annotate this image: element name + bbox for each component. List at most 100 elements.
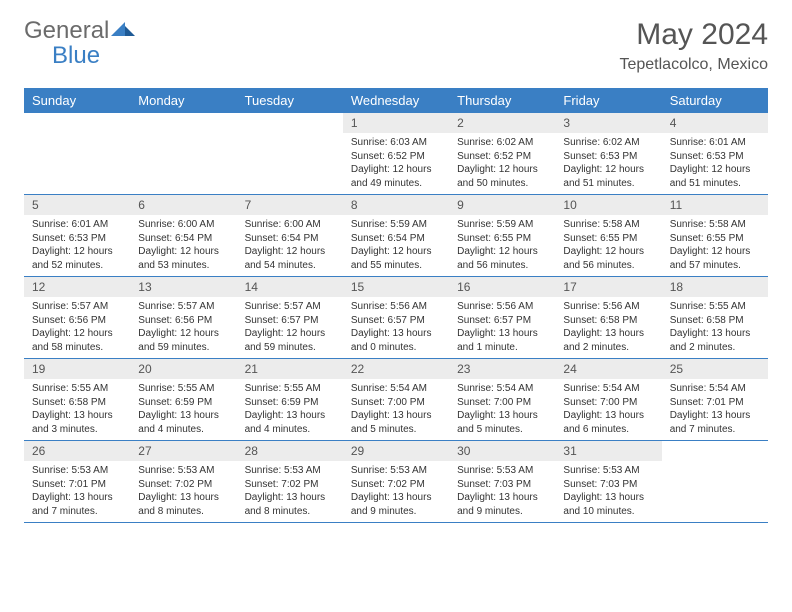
calendar-body: ......1Sunrise: 6:03 AMSunset: 6:52 PMDa… bbox=[24, 113, 768, 523]
calendar-day: 25Sunrise: 5:54 AMSunset: 7:01 PMDayligh… bbox=[662, 359, 768, 441]
calendar-day: .. bbox=[237, 113, 343, 195]
calendar-day: 3Sunrise: 6:02 AMSunset: 6:53 PMDaylight… bbox=[555, 113, 661, 195]
day-details: Sunrise: 6:01 AMSunset: 6:53 PMDaylight:… bbox=[662, 133, 768, 194]
weekday-header: Saturday bbox=[662, 88, 768, 113]
calendar-table: Sunday Monday Tuesday Wednesday Thursday… bbox=[24, 88, 768, 523]
calendar-day: .. bbox=[662, 441, 768, 523]
month-title: May 2024 bbox=[619, 18, 768, 52]
day-details: Sunrise: 5:55 AMSunset: 6:58 PMDaylight:… bbox=[662, 297, 768, 358]
day-details: Sunrise: 5:59 AMSunset: 6:55 PMDaylight:… bbox=[449, 215, 555, 276]
day-number: 24 bbox=[555, 359, 661, 379]
weekday-header: Sunday bbox=[24, 88, 130, 113]
calendar-day: 11Sunrise: 5:58 AMSunset: 6:55 PMDayligh… bbox=[662, 195, 768, 277]
calendar-day: 24Sunrise: 5:54 AMSunset: 7:00 PMDayligh… bbox=[555, 359, 661, 441]
day-number: 15 bbox=[343, 277, 449, 297]
day-number: 20 bbox=[130, 359, 236, 379]
day-details: Sunrise: 5:53 AMSunset: 7:03 PMDaylight:… bbox=[555, 461, 661, 522]
calendar-day: 31Sunrise: 5:53 AMSunset: 7:03 PMDayligh… bbox=[555, 441, 661, 523]
weekday-header: Thursday bbox=[449, 88, 555, 113]
calendar-day: 5Sunrise: 6:01 AMSunset: 6:53 PMDaylight… bbox=[24, 195, 130, 277]
day-details: Sunrise: 5:56 AMSunset: 6:57 PMDaylight:… bbox=[343, 297, 449, 358]
calendar-day: 15Sunrise: 5:56 AMSunset: 6:57 PMDayligh… bbox=[343, 277, 449, 359]
day-number: 25 bbox=[662, 359, 768, 379]
day-number: 7 bbox=[237, 195, 343, 215]
logo-text-2: Blue bbox=[52, 42, 100, 69]
day-details: Sunrise: 5:58 AMSunset: 6:55 PMDaylight:… bbox=[555, 215, 661, 276]
calendar-day: 7Sunrise: 6:00 AMSunset: 6:54 PMDaylight… bbox=[237, 195, 343, 277]
day-number: 17 bbox=[555, 277, 661, 297]
weekday-header: Friday bbox=[555, 88, 661, 113]
logo-icon bbox=[111, 20, 135, 38]
calendar-day: 12Sunrise: 5:57 AMSunset: 6:56 PMDayligh… bbox=[24, 277, 130, 359]
day-number: 22 bbox=[343, 359, 449, 379]
day-details: Sunrise: 6:02 AMSunset: 6:52 PMDaylight:… bbox=[449, 133, 555, 194]
calendar-day: 10Sunrise: 5:58 AMSunset: 6:55 PMDayligh… bbox=[555, 195, 661, 277]
day-number: 31 bbox=[555, 441, 661, 461]
calendar-day: 26Sunrise: 5:53 AMSunset: 7:01 PMDayligh… bbox=[24, 441, 130, 523]
day-number: 8 bbox=[343, 195, 449, 215]
calendar-day: 27Sunrise: 5:53 AMSunset: 7:02 PMDayligh… bbox=[130, 441, 236, 523]
calendar-day: 18Sunrise: 5:55 AMSunset: 6:58 PMDayligh… bbox=[662, 277, 768, 359]
calendar-day: 8Sunrise: 5:59 AMSunset: 6:54 PMDaylight… bbox=[343, 195, 449, 277]
calendar-day: 19Sunrise: 5:55 AMSunset: 6:58 PMDayligh… bbox=[24, 359, 130, 441]
day-number: 29 bbox=[343, 441, 449, 461]
calendar-day: .. bbox=[130, 113, 236, 195]
calendar-week: ......1Sunrise: 6:03 AMSunset: 6:52 PMDa… bbox=[24, 113, 768, 195]
day-number: 1 bbox=[343, 113, 449, 133]
day-number: 3 bbox=[555, 113, 661, 133]
day-details: Sunrise: 5:57 AMSunset: 6:57 PMDaylight:… bbox=[237, 297, 343, 358]
calendar-day: 6Sunrise: 6:00 AMSunset: 6:54 PMDaylight… bbox=[130, 195, 236, 277]
day-details: Sunrise: 5:55 AMSunset: 6:58 PMDaylight:… bbox=[24, 379, 130, 440]
day-details: Sunrise: 5:53 AMSunset: 7:03 PMDaylight:… bbox=[449, 461, 555, 522]
day-details: Sunrise: 5:57 AMSunset: 6:56 PMDaylight:… bbox=[24, 297, 130, 358]
day-details: Sunrise: 5:54 AMSunset: 7:00 PMDaylight:… bbox=[449, 379, 555, 440]
calendar-day: 9Sunrise: 5:59 AMSunset: 6:55 PMDaylight… bbox=[449, 195, 555, 277]
day-details: Sunrise: 6:02 AMSunset: 6:53 PMDaylight:… bbox=[555, 133, 661, 194]
day-details: Sunrise: 5:54 AMSunset: 7:01 PMDaylight:… bbox=[662, 379, 768, 440]
day-number: 12 bbox=[24, 277, 130, 297]
day-details: Sunrise: 5:54 AMSunset: 7:00 PMDaylight:… bbox=[555, 379, 661, 440]
calendar-day: 21Sunrise: 5:55 AMSunset: 6:59 PMDayligh… bbox=[237, 359, 343, 441]
logo: GeneralBlue bbox=[24, 18, 135, 68]
day-details: Sunrise: 5:58 AMSunset: 6:55 PMDaylight:… bbox=[662, 215, 768, 276]
calendar-week: 26Sunrise: 5:53 AMSunset: 7:01 PMDayligh… bbox=[24, 441, 768, 523]
calendar-day: 30Sunrise: 5:53 AMSunset: 7:03 PMDayligh… bbox=[449, 441, 555, 523]
calendar-day: 23Sunrise: 5:54 AMSunset: 7:00 PMDayligh… bbox=[449, 359, 555, 441]
calendar-day: 20Sunrise: 5:55 AMSunset: 6:59 PMDayligh… bbox=[130, 359, 236, 441]
calendar-day: 14Sunrise: 5:57 AMSunset: 6:57 PMDayligh… bbox=[237, 277, 343, 359]
calendar-day: 4Sunrise: 6:01 AMSunset: 6:53 PMDaylight… bbox=[662, 113, 768, 195]
day-number: 10 bbox=[555, 195, 661, 215]
day-number: 16 bbox=[449, 277, 555, 297]
day-number: 27 bbox=[130, 441, 236, 461]
weekday-header: Tuesday bbox=[237, 88, 343, 113]
day-details: Sunrise: 5:57 AMSunset: 6:56 PMDaylight:… bbox=[130, 297, 236, 358]
title-block: May 2024 Tepetlacolco, Mexico bbox=[619, 18, 768, 74]
calendar-day: 28Sunrise: 5:53 AMSunset: 7:02 PMDayligh… bbox=[237, 441, 343, 523]
calendar-day: 1Sunrise: 6:03 AMSunset: 6:52 PMDaylight… bbox=[343, 113, 449, 195]
day-details: Sunrise: 5:56 AMSunset: 6:57 PMDaylight:… bbox=[449, 297, 555, 358]
calendar-day: 16Sunrise: 5:56 AMSunset: 6:57 PMDayligh… bbox=[449, 277, 555, 359]
calendar-day: 22Sunrise: 5:54 AMSunset: 7:00 PMDayligh… bbox=[343, 359, 449, 441]
day-details: Sunrise: 6:01 AMSunset: 6:53 PMDaylight:… bbox=[24, 215, 130, 276]
day-details: Sunrise: 5:53 AMSunset: 7:02 PMDaylight:… bbox=[237, 461, 343, 522]
day-number: 30 bbox=[449, 441, 555, 461]
day-number: 13 bbox=[130, 277, 236, 297]
calendar-week: 19Sunrise: 5:55 AMSunset: 6:58 PMDayligh… bbox=[24, 359, 768, 441]
location: Tepetlacolco, Mexico bbox=[619, 56, 768, 74]
day-number: 5 bbox=[24, 195, 130, 215]
logo-text-1: General bbox=[24, 17, 109, 44]
header: GeneralBlue May 2024 Tepetlacolco, Mexic… bbox=[24, 18, 768, 74]
day-details: Sunrise: 6:00 AMSunset: 6:54 PMDaylight:… bbox=[237, 215, 343, 276]
calendar-day: 17Sunrise: 5:56 AMSunset: 6:58 PMDayligh… bbox=[555, 277, 661, 359]
weekday-header: Monday bbox=[130, 88, 236, 113]
weekday-row: Sunday Monday Tuesday Wednesday Thursday… bbox=[24, 88, 768, 113]
day-details: Sunrise: 6:00 AMSunset: 6:54 PMDaylight:… bbox=[130, 215, 236, 276]
day-details: Sunrise: 5:59 AMSunset: 6:54 PMDaylight:… bbox=[343, 215, 449, 276]
day-details: Sunrise: 5:55 AMSunset: 6:59 PMDaylight:… bbox=[237, 379, 343, 440]
weekday-header: Wednesday bbox=[343, 88, 449, 113]
calendar-day: .. bbox=[24, 113, 130, 195]
day-number: 2 bbox=[449, 113, 555, 133]
day-number: 4 bbox=[662, 113, 768, 133]
day-details: Sunrise: 5:53 AMSunset: 7:02 PMDaylight:… bbox=[130, 461, 236, 522]
day-number: 28 bbox=[237, 441, 343, 461]
